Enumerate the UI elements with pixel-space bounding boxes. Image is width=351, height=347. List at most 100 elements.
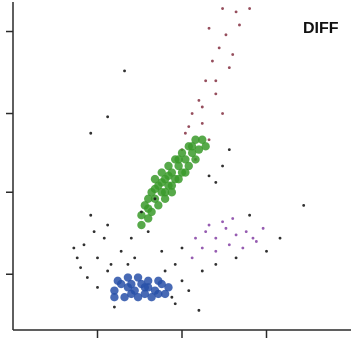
data-point bbox=[227, 243, 231, 247]
data-point bbox=[154, 276, 163, 285]
data-point bbox=[200, 269, 204, 273]
series-2 bbox=[137, 135, 210, 230]
data-point bbox=[221, 164, 224, 168]
data-point bbox=[214, 92, 218, 96]
data-point bbox=[214, 249, 218, 253]
data-point bbox=[160, 289, 170, 299]
data-point bbox=[85, 276, 89, 279]
data-point bbox=[278, 236, 282, 240]
data-point bbox=[201, 142, 210, 151]
data-point bbox=[234, 10, 238, 14]
data-point bbox=[82, 243, 86, 247]
data-point bbox=[181, 155, 190, 164]
data-point bbox=[174, 155, 183, 164]
data-point bbox=[150, 174, 160, 184]
chart-points bbox=[72, 7, 306, 312]
data-point bbox=[167, 188, 177, 197]
data-point bbox=[187, 125, 191, 129]
data-point bbox=[197, 308, 201, 312]
data-point bbox=[147, 293, 156, 302]
series-3 bbox=[190, 217, 265, 260]
data-point bbox=[96, 256, 99, 260]
data-point bbox=[164, 161, 173, 171]
data-point bbox=[150, 184, 160, 194]
series-5 bbox=[72, 69, 306, 312]
data-point bbox=[244, 230, 248, 234]
data-point bbox=[144, 276, 153, 285]
data-point bbox=[204, 230, 208, 234]
data-point bbox=[79, 266, 82, 270]
data-point bbox=[75, 256, 79, 260]
data-point bbox=[191, 155, 200, 164]
data-point bbox=[119, 249, 123, 253]
data-point bbox=[140, 283, 150, 292]
chart-ticks bbox=[6, 30, 268, 338]
data-point bbox=[214, 181, 218, 184]
data-point bbox=[227, 148, 231, 152]
data-point bbox=[217, 46, 221, 50]
data-point bbox=[163, 269, 167, 273]
data-point bbox=[221, 7, 224, 10]
data-point bbox=[133, 293, 143, 302]
data-point bbox=[174, 174, 183, 184]
data-point bbox=[207, 26, 211, 30]
data-point bbox=[160, 249, 164, 253]
data-point bbox=[221, 220, 224, 224]
data-point bbox=[183, 131, 187, 135]
data-point bbox=[173, 302, 177, 306]
data-point bbox=[265, 249, 268, 253]
data-point bbox=[157, 168, 166, 177]
data-point bbox=[200, 105, 204, 109]
data-point bbox=[106, 269, 110, 273]
data-point bbox=[302, 203, 306, 207]
data-point bbox=[106, 115, 110, 119]
data-point bbox=[190, 256, 194, 260]
data-point bbox=[133, 256, 137, 260]
data-point bbox=[137, 211, 146, 220]
series-1 bbox=[180, 7, 252, 161]
data-point bbox=[194, 236, 197, 240]
data-point bbox=[198, 135, 207, 144]
data-point bbox=[153, 197, 157, 201]
data-point bbox=[110, 286, 119, 295]
data-point bbox=[120, 293, 129, 302]
data-point bbox=[140, 210, 143, 214]
data-point bbox=[164, 283, 173, 292]
data-point bbox=[167, 181, 177, 190]
data-point bbox=[207, 174, 211, 178]
data-point bbox=[127, 279, 136, 289]
data-point bbox=[180, 246, 184, 250]
data-point bbox=[113, 305, 116, 309]
data-point bbox=[194, 145, 204, 154]
data-point bbox=[227, 66, 231, 69]
data-point bbox=[164, 171, 173, 181]
data-point bbox=[200, 246, 204, 250]
data-point bbox=[170, 295, 174, 299]
data-point bbox=[160, 188, 170, 197]
data-point bbox=[254, 240, 258, 243]
data-point bbox=[238, 23, 241, 27]
data-point bbox=[187, 289, 191, 293]
data-point bbox=[261, 226, 265, 230]
data-point bbox=[126, 263, 130, 266]
data-point bbox=[180, 279, 184, 283]
data-point bbox=[174, 161, 183, 171]
data-point bbox=[251, 236, 255, 240]
data-point bbox=[184, 161, 193, 171]
data-point bbox=[190, 112, 194, 115]
data-point bbox=[157, 178, 166, 187]
data-point bbox=[106, 223, 110, 227]
data-point bbox=[234, 256, 238, 260]
data-point bbox=[123, 69, 126, 73]
data-point bbox=[160, 194, 170, 203]
data-point bbox=[191, 135, 200, 144]
data-point bbox=[207, 223, 211, 227]
data-point bbox=[144, 204, 153, 213]
data-point bbox=[248, 7, 252, 10]
data-point bbox=[123, 273, 133, 282]
data-point bbox=[234, 233, 238, 237]
data-point bbox=[221, 112, 224, 115]
data-point bbox=[133, 273, 143, 282]
data-point bbox=[224, 33, 228, 37]
